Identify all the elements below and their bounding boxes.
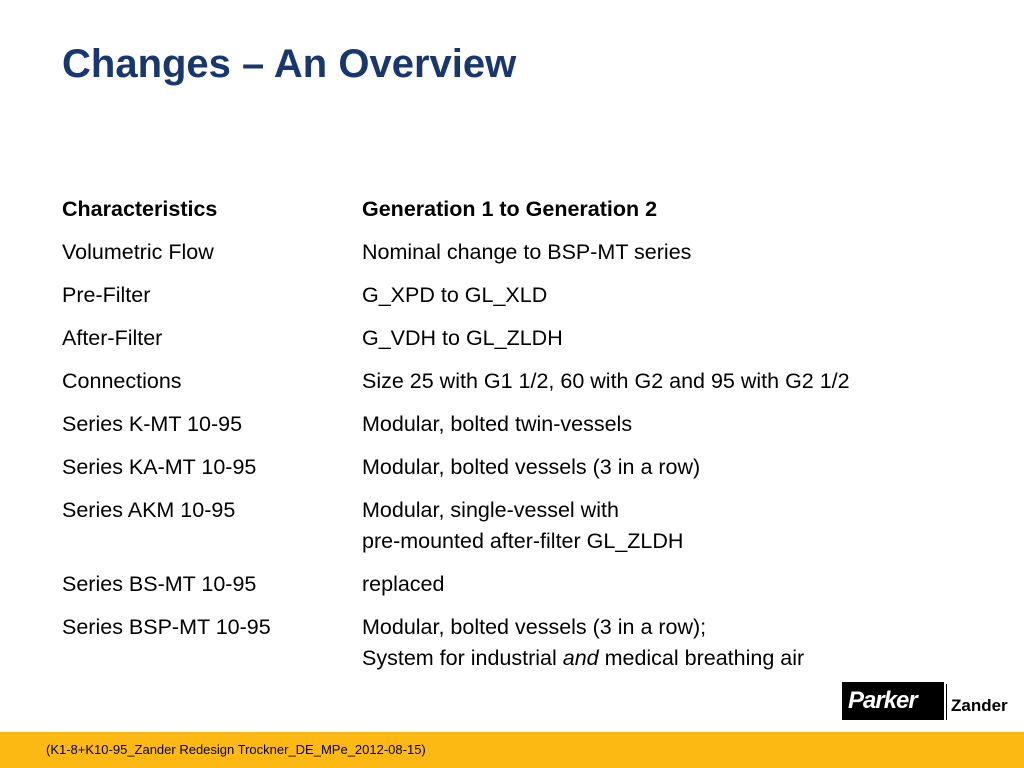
cell-text: G_XPD to GL_XLD: [362, 283, 548, 307]
row-label: After-Filter: [62, 326, 163, 350]
cell-text: Modular, bolted vessels (3 in a row): [362, 455, 701, 479]
footer-bar: (K1-8+K10-95_Zander Redesign Trockner_DE…: [0, 732, 1024, 768]
footer-reference: (K1-8+K10-95_Zander Redesign Trockner_DE…: [46, 742, 426, 757]
cell-text: Size 25 with G1 1/2, 60 with G2 and 95 w…: [362, 369, 850, 393]
cell-text: G_VDH to GL_ZLDH: [362, 326, 563, 350]
text-segment: medical breathing air: [598, 646, 805, 670]
cell-text: Modular, bolted vessels (3 in a row);: [362, 615, 707, 639]
cell-text: System for industrial and medical breath…: [362, 643, 804, 674]
row-label: Volumetric Flow: [62, 240, 214, 264]
row-label: Series K-MT 10-95: [62, 412, 243, 436]
row-label: Series KA-MT 10-95: [62, 455, 257, 479]
text-segment: and: [562, 646, 599, 670]
row-label: Series BS-MT 10-95: [62, 572, 257, 596]
slide-title: Changes – An Overview: [62, 42, 517, 86]
row-label: Connections: [62, 369, 182, 393]
cell-text: Nominal change to BSP-MT series: [362, 240, 692, 264]
logo-divider: [946, 684, 947, 720]
logo-brand: Parker: [848, 687, 918, 714]
row-label: Series BSP-MT 10-95: [62, 615, 271, 639]
logo-division: Zander: [951, 696, 1008, 715]
row-label: Series AKM 10-95: [62, 498, 236, 522]
cell-text: pre-mounted after-filter GL_ZLDH: [362, 529, 684, 553]
text-segment: System for industrial: [362, 646, 563, 670]
cell-text: Modular, single-vessel with: [362, 498, 619, 522]
cell-text: Modular, bolted twin-vessels: [362, 412, 633, 436]
cell-text: replaced: [362, 572, 445, 596]
column-header: Characteristics: [62, 197, 218, 221]
column-header: Generation 1 to Generation 2: [362, 197, 658, 221]
row-label: Pre-Filter: [62, 283, 151, 307]
logo-badge: Parker: [842, 682, 944, 720]
